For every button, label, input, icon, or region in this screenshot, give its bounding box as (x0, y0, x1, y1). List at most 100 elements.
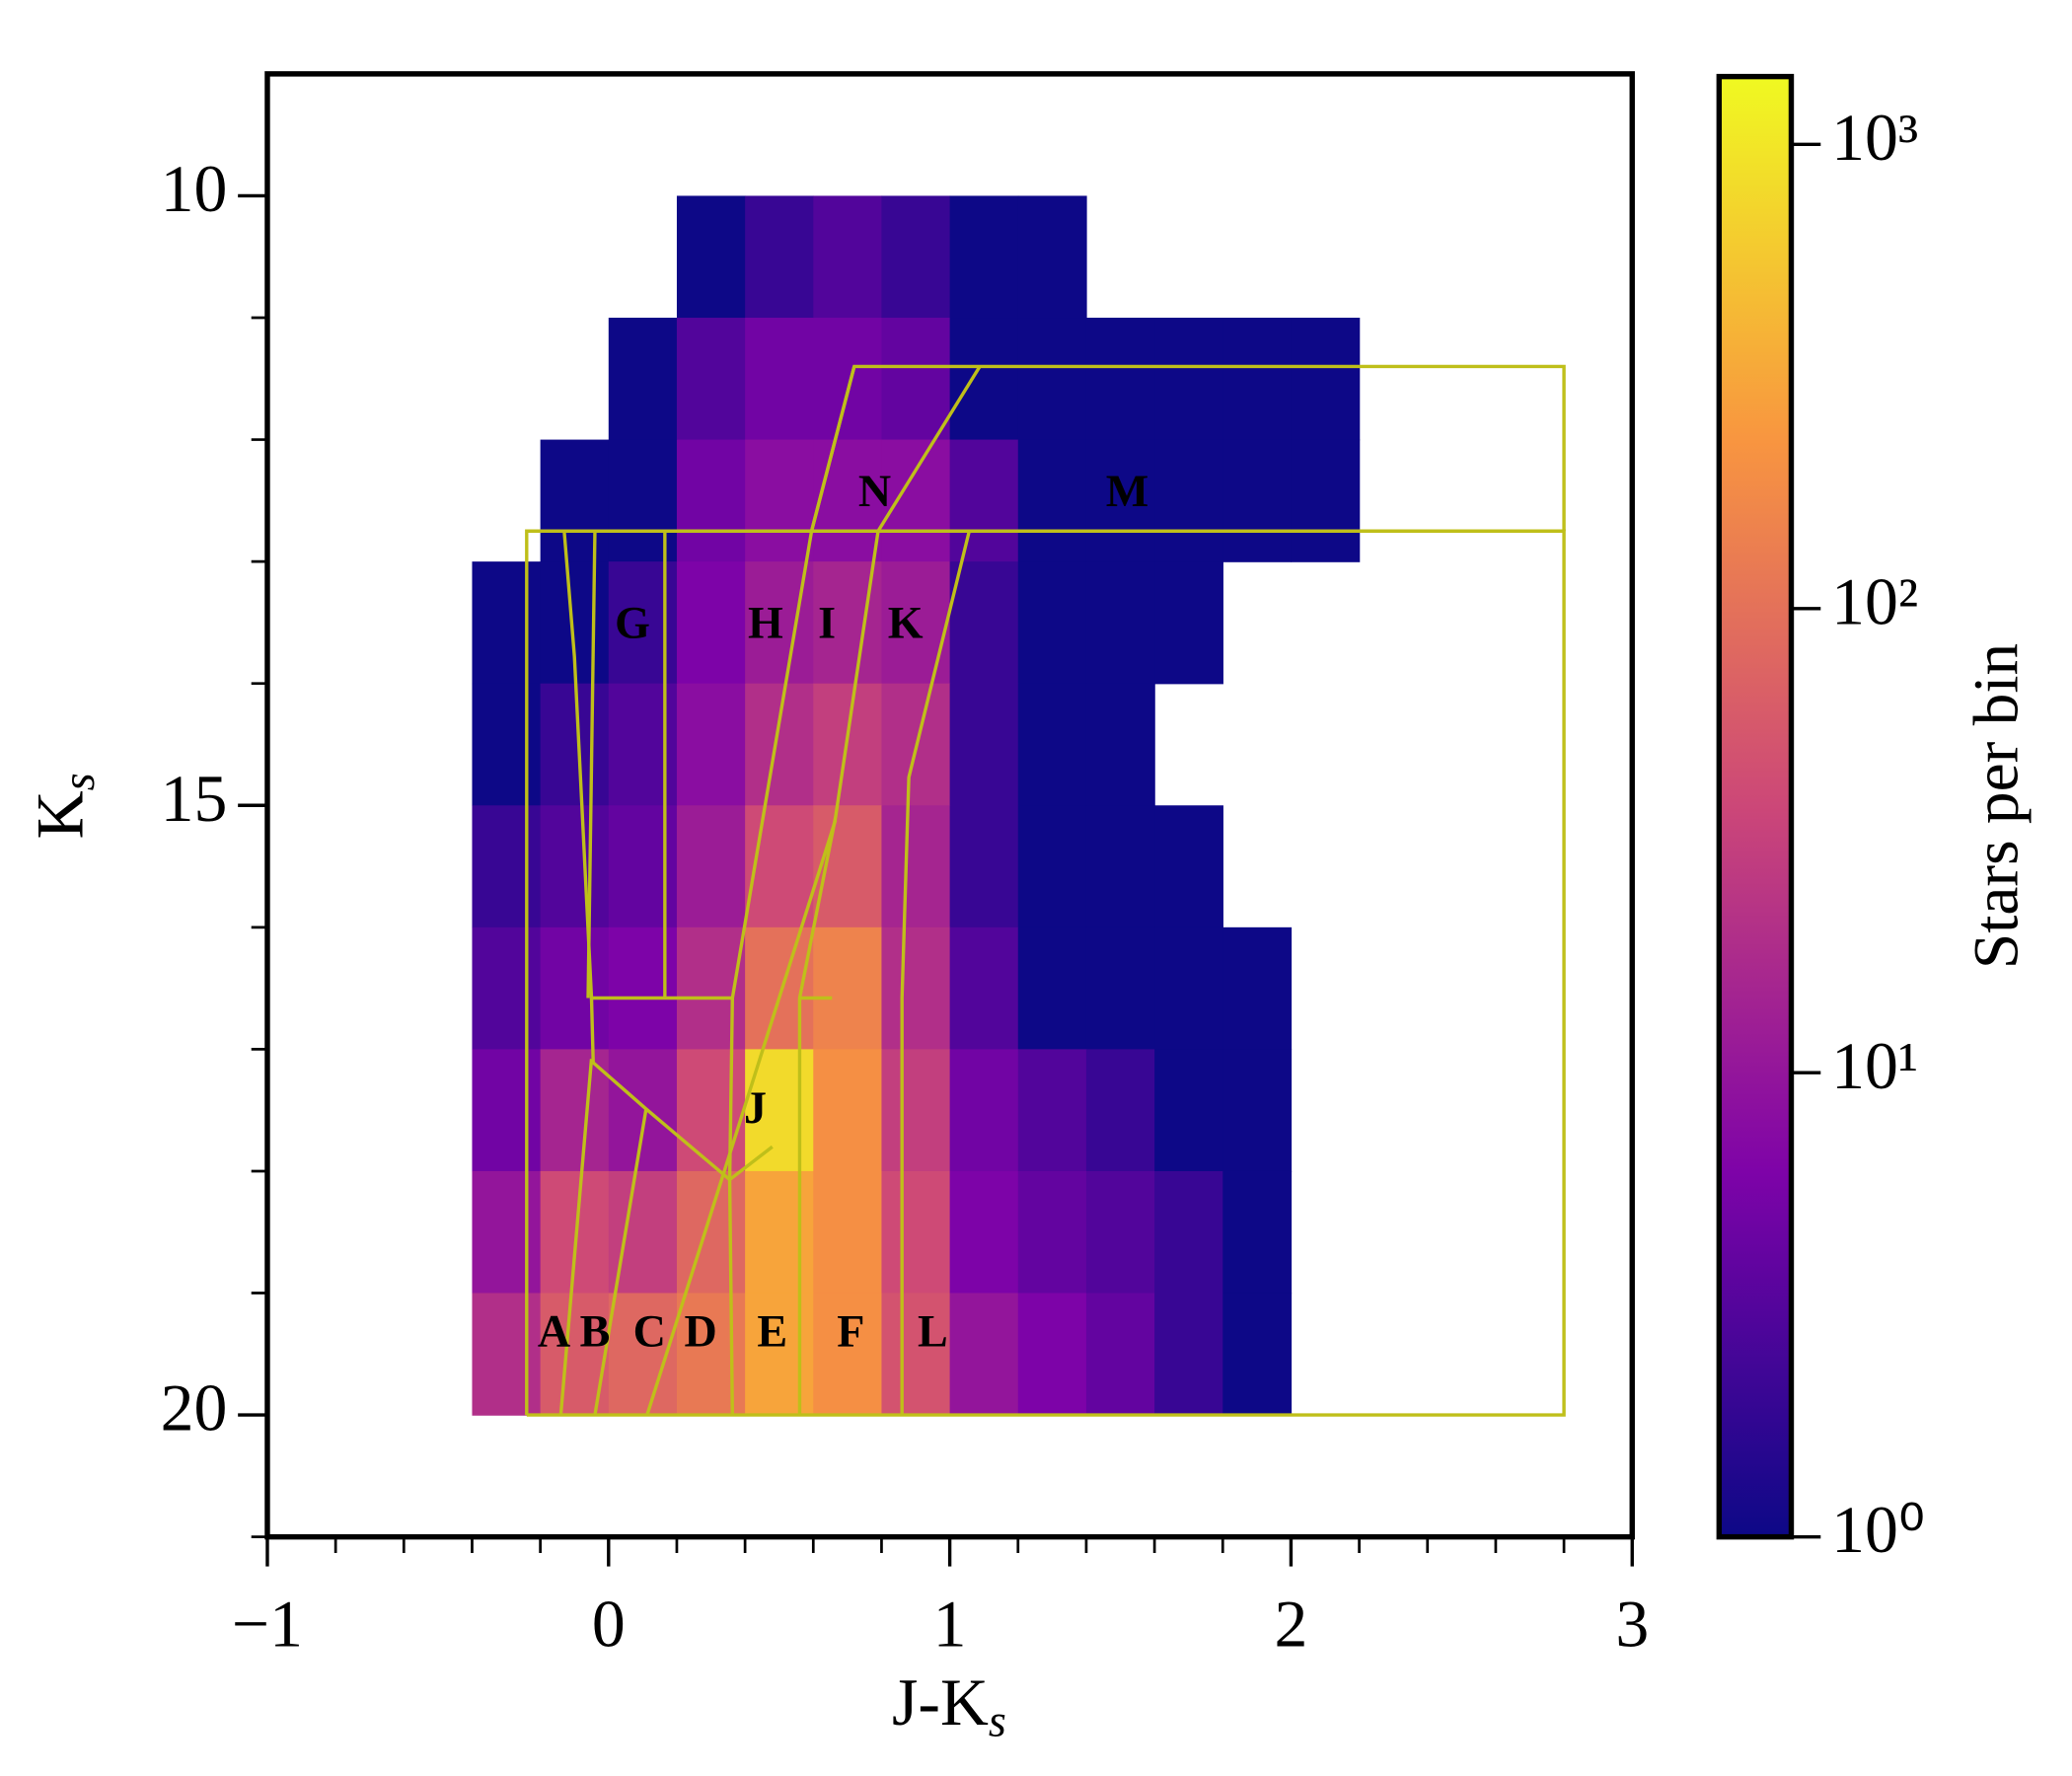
density-cell (881, 439, 951, 562)
density-cell (608, 1049, 678, 1172)
region-label: B (580, 1305, 611, 1356)
density-cell (949, 561, 1019, 685)
density-cell (813, 1170, 883, 1295)
region-boundary (797, 530, 880, 1416)
density-cell (1154, 805, 1223, 928)
density-cell (608, 318, 678, 441)
region-boundary (593, 1108, 648, 1416)
region-label: F (837, 1305, 864, 1356)
density-cell (881, 1293, 951, 1416)
density-cell (676, 318, 746, 441)
density-cell (1017, 1293, 1087, 1416)
density-cell (813, 439, 883, 562)
density-cell (540, 926, 610, 1051)
density-cell (472, 683, 542, 806)
region-boundary (586, 531, 597, 999)
density-cell (1291, 439, 1361, 562)
density-cell (608, 805, 678, 928)
y-tick-label: 20 (161, 1370, 228, 1445)
density-cell (1085, 561, 1155, 685)
colorbar-tick-label: 10² (1831, 563, 1918, 638)
density-cell (949, 1170, 1019, 1295)
density-cell (745, 683, 814, 806)
density-cell (1017, 561, 1087, 685)
density-cell (1222, 1170, 1293, 1295)
density-cell (745, 1293, 814, 1416)
density-cell (881, 1049, 951, 1172)
colorbar-label: Stars per bin (1961, 643, 2033, 969)
density-cell (1154, 1293, 1223, 1416)
density-cell (745, 318, 814, 441)
region-label: C (633, 1305, 666, 1356)
density-cell (1154, 439, 1223, 562)
region-boundary (900, 530, 971, 1416)
region-label: I (818, 597, 836, 647)
density-cell (540, 1049, 610, 1172)
density-cell (813, 1293, 883, 1416)
density-cell (745, 926, 814, 1051)
region-label: N (858, 466, 891, 516)
density-cell (676, 1049, 746, 1172)
density-cell (881, 195, 951, 319)
colorbar-tick-label: 10⁰ (1831, 1492, 1925, 1567)
density-cell (1085, 318, 1155, 441)
density-cell (1154, 561, 1223, 685)
x-tick-label: 0 (592, 1586, 626, 1661)
x-tick-label: −1 (232, 1586, 303, 1661)
density-cell (676, 439, 746, 562)
y-tick-label: 15 (161, 761, 228, 836)
density-cell (1017, 805, 1087, 928)
region-boundary (727, 366, 856, 1416)
density-cell (1222, 1293, 1293, 1416)
density-cell (949, 683, 1019, 806)
x-tick-label: 3 (1615, 1586, 1649, 1661)
density-cell (676, 1170, 746, 1295)
region-label: J (744, 1082, 767, 1133)
colorbar-tick-label: 10¹ (1831, 1028, 1918, 1103)
density-cell (949, 1049, 1019, 1172)
density-cell (1017, 195, 1087, 319)
region-label: K (888, 597, 924, 647)
density-cell (472, 561, 542, 685)
density-cell (1017, 1170, 1087, 1295)
density-cell (881, 805, 951, 928)
colorbar-tick-label: 10³ (1831, 100, 1918, 175)
region-label: M (1106, 466, 1148, 516)
density-cell (1017, 1049, 1087, 1172)
region-labels: A B C D E F L J G H I K N M (538, 466, 1148, 1356)
density-cell (745, 439, 814, 562)
density-cell (1085, 1049, 1155, 1172)
density-cell (1154, 926, 1223, 1051)
colorbar (1716, 73, 1795, 1540)
density-cell (1154, 1049, 1223, 1172)
y-tick-label: 10 (161, 151, 228, 226)
density-cell (676, 805, 746, 928)
density-cell (949, 195, 1019, 319)
region-boundary (562, 531, 732, 1000)
density-cell (1085, 1170, 1155, 1295)
density-cell (745, 1170, 814, 1295)
density-cell (472, 1170, 542, 1295)
region-label: G (615, 597, 650, 647)
density-cell (1154, 1170, 1223, 1295)
density-cell (1222, 318, 1293, 441)
density-cell (949, 318, 1019, 441)
density-cell (881, 1170, 951, 1295)
region-label: E (757, 1305, 787, 1356)
density-cell (949, 1293, 1019, 1416)
density-cell (608, 439, 678, 562)
density-cell (608, 926, 678, 1051)
density-cell (1085, 1293, 1155, 1416)
region-boundaries (525, 364, 1566, 1417)
region-label: L (918, 1305, 948, 1356)
region-label: D (685, 1305, 717, 1356)
region-boundary (645, 819, 838, 1416)
density-cell (813, 195, 883, 319)
density-cell (1222, 926, 1293, 1051)
density-cell (1222, 1049, 1293, 1172)
density-cell (1017, 318, 1087, 441)
density-cell (540, 439, 610, 562)
x-axis-label-main: J-K (892, 1664, 989, 1739)
density-cell (540, 805, 610, 928)
